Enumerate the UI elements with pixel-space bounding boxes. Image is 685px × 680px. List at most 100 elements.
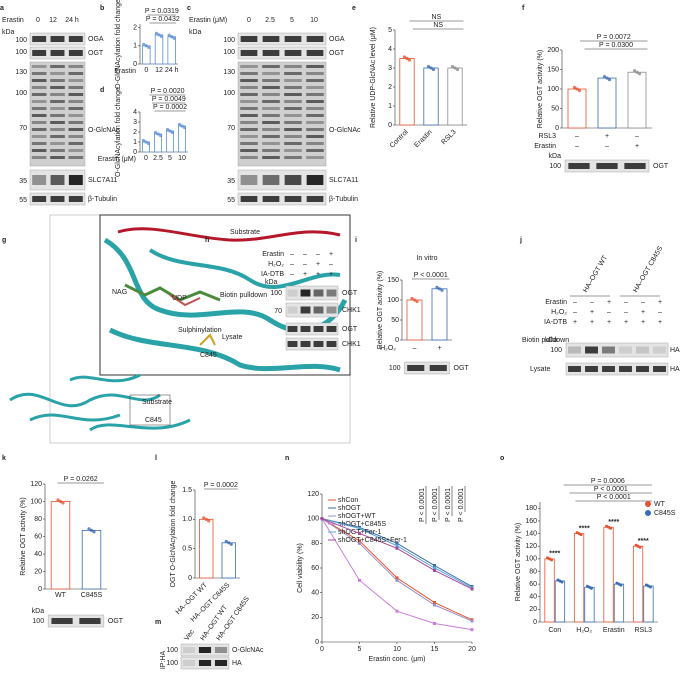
sign: + [658,299,662,306]
y-tick-label: 0 [533,619,537,626]
row-label: Erastin [262,251,284,258]
x-axis-label: Erastin [114,68,136,75]
band [68,36,83,42]
dot [605,76,609,80]
band [568,163,590,169]
legend-label: shOGT+C845S [338,521,386,528]
blot [565,362,669,376]
y-tick-label: 0 [38,586,42,593]
band [284,86,302,89]
ribbon [108,327,341,373]
sign: + [635,143,639,150]
p-value: P < 0.0001 [597,494,631,501]
protein-label: OGT [342,326,358,333]
dot [607,77,612,82]
band [68,142,84,145]
p-value: P = 0.0006 [591,478,625,485]
x-tick-label: 15 [431,646,439,653]
band [306,121,324,124]
dot [602,74,607,79]
band [306,107,324,110]
x-tick-label: 10 [393,646,401,653]
marker [470,619,474,623]
band [262,156,280,159]
band [262,50,280,56]
protein-label: OGT [342,290,358,297]
dot [141,138,146,143]
mw-label: 100 [15,49,27,56]
y-tick-label: 2 [133,24,137,31]
dot [92,530,96,534]
band [240,156,258,159]
kda-label: kDa [2,29,15,36]
sign: + [329,271,333,278]
p-value: NS [433,22,443,29]
band [284,135,302,138]
dot [180,124,184,128]
dot [146,141,151,146]
panel-letter: k [2,455,6,462]
band [50,149,65,152]
band [240,121,258,124]
band [429,365,447,371]
significance: **** [549,551,560,558]
bar [221,542,236,579]
x-tick-label: Con [548,627,561,634]
p-value: P < 0.0001 [458,488,465,522]
treatment-label: Erastin (μM) [189,17,227,24]
y-tick-label: 4 [133,109,137,116]
y-tick-label: 1.5 [182,487,192,494]
protein-label: OGT [108,618,124,625]
band [50,196,65,202]
y-tick-label: 100 [547,86,559,93]
bar [603,526,614,623]
band [284,114,302,117]
band [262,100,280,103]
dot [168,129,172,133]
band [284,149,302,152]
mw-label: 130 [15,69,27,76]
y-tick-label: 1 [388,103,392,110]
sign: – [658,309,662,316]
p-value: P = 0.0262 [64,476,98,483]
bar [584,586,595,623]
protein-label: OGA [329,36,345,43]
panel-letter: a [0,5,4,12]
group-label: Biotin pulldown [220,292,267,299]
band [300,326,311,332]
band [313,326,324,332]
legend-marker [645,501,651,507]
p-value: P = 0.0002 [153,104,187,111]
dot [224,539,228,543]
band [240,149,258,152]
dot [56,498,60,502]
sign: – [413,345,417,352]
sign: + [590,319,594,326]
sign: – [290,251,294,258]
band [284,50,302,56]
marker [395,609,399,613]
lane-label: 5 [290,17,294,24]
y-tick-label: 0 [133,61,137,68]
band [31,156,47,159]
row-label: IA-DTB [544,319,567,326]
dot [153,130,158,135]
legend-label: shOGT+WT [338,513,376,520]
mw-label: 100 [389,365,401,372]
band [68,107,84,110]
band [32,196,47,202]
marker [433,568,436,572]
y-axis-label: Relative UDP-GlcNAc level (μM) [370,27,377,128]
band [262,93,280,96]
y-tick-label: 150 [387,277,399,284]
p-value: P = 0.0072 [597,34,631,41]
band [31,135,47,138]
bar [50,501,71,590]
legend-label: WT [654,501,666,508]
band [68,114,84,117]
protein-label: OGT [653,163,669,170]
significance: **** [608,519,619,526]
band [287,289,298,297]
band [306,114,324,117]
